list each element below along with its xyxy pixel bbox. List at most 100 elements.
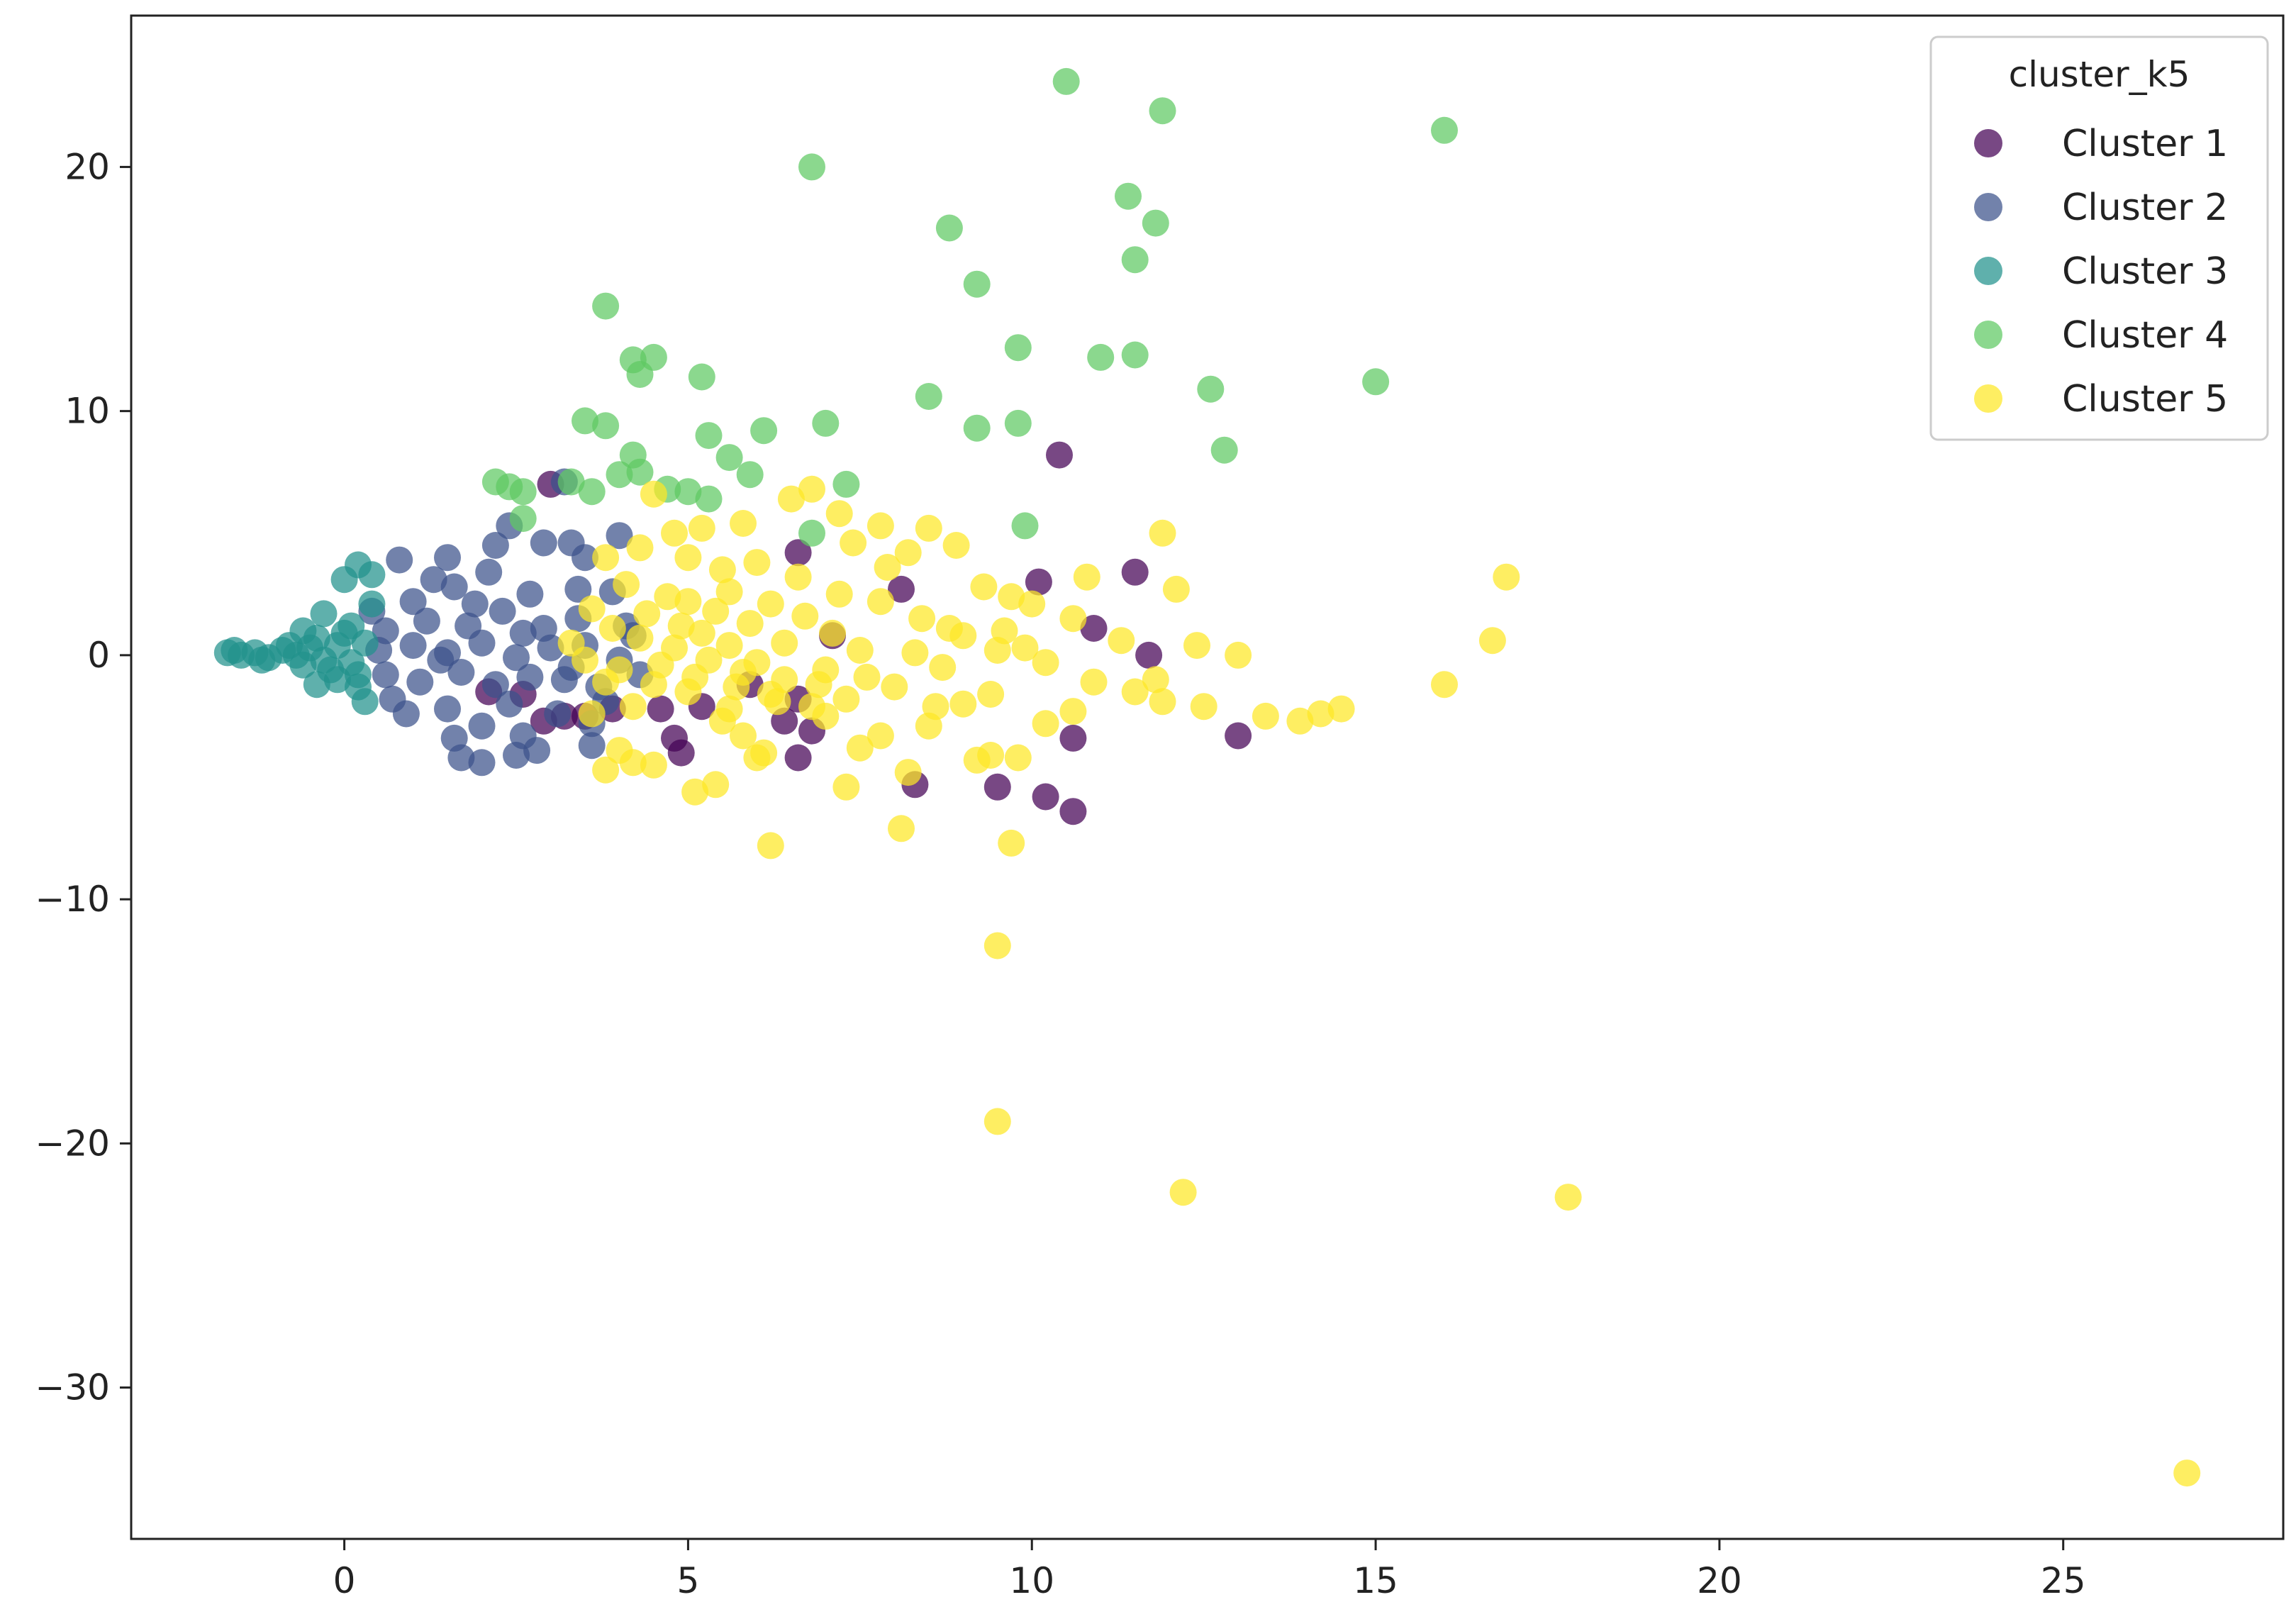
data-point	[1108, 627, 1135, 655]
data-point	[578, 478, 606, 506]
data-point	[1011, 512, 1039, 540]
data-point	[523, 737, 551, 764]
data-point	[681, 663, 709, 691]
data-point	[798, 519, 825, 547]
data-point	[557, 468, 585, 496]
data-point	[496, 690, 523, 718]
data-point	[798, 475, 825, 503]
y-tick-label: 0	[87, 635, 110, 676]
data-point	[661, 724, 688, 752]
data-point	[572, 407, 598, 435]
data-point	[1149, 688, 1176, 716]
data-point	[578, 700, 606, 728]
data-point	[840, 529, 867, 557]
data-point	[1431, 671, 1458, 699]
data-point	[606, 461, 633, 489]
data-point	[784, 539, 812, 567]
data-point	[983, 932, 1011, 960]
data-point	[379, 685, 406, 713]
data-point	[1087, 343, 1115, 371]
data-point	[695, 422, 723, 450]
data-point	[1025, 568, 1052, 596]
data-point	[942, 532, 970, 559]
data-point	[1059, 798, 1087, 825]
legend-label: Cluster 2	[2062, 187, 2228, 229]
data-point	[750, 417, 778, 445]
data-point	[530, 529, 557, 557]
data-point	[578, 732, 606, 760]
data-point	[468, 749, 496, 777]
data-point	[303, 671, 330, 699]
data-point	[771, 629, 798, 657]
legend-title: cluster_k5	[2009, 54, 2190, 95]
data-point	[578, 595, 606, 623]
data-point	[743, 549, 771, 577]
data-point	[977, 681, 1005, 708]
x-axis: 0 5 10 15 20 25	[333, 1539, 2086, 1601]
data-point	[1011, 634, 1039, 662]
data-point	[805, 671, 832, 699]
data-point	[461, 590, 489, 618]
x-tick-label: 5	[677, 1560, 700, 1601]
data-point	[915, 712, 942, 740]
data-point	[730, 510, 757, 537]
plot-frame	[130, 14, 2285, 1540]
data-point	[757, 590, 784, 618]
data-point	[688, 363, 715, 391]
data-point	[592, 412, 620, 440]
x-tick-label: 25	[2041, 1560, 2086, 1601]
data-point	[881, 673, 908, 701]
data-point	[468, 712, 496, 740]
data-point	[509, 478, 537, 506]
data-point	[888, 815, 915, 842]
legend-label: Cluster 1	[2062, 123, 2228, 165]
data-point	[1080, 668, 1108, 696]
data-point	[998, 583, 1025, 611]
data-point	[633, 600, 661, 628]
data-point	[516, 663, 544, 691]
data-point	[358, 561, 386, 589]
data-point	[626, 534, 654, 562]
data-point	[874, 554, 901, 581]
data-point	[1018, 590, 1046, 618]
data-point	[289, 617, 317, 645]
data-point	[1046, 441, 1073, 469]
data-point	[1286, 707, 1314, 735]
data-point	[1032, 649, 1059, 677]
data-point	[736, 461, 764, 489]
data-point	[784, 563, 812, 591]
data-point	[667, 612, 695, 640]
y-tick-label: 20	[65, 146, 110, 187]
x-tick-label: 15	[1353, 1560, 1398, 1601]
y-tick-label: 10	[65, 391, 110, 432]
data-point	[1183, 632, 1210, 660]
data-point	[777, 485, 805, 513]
data-point	[1149, 519, 1176, 547]
data-point	[647, 695, 674, 723]
data-point	[640, 480, 667, 508]
data-point	[935, 214, 963, 242]
data-point	[888, 575, 915, 603]
data-point	[708, 556, 736, 584]
data-point	[503, 644, 530, 672]
data-point	[509, 505, 537, 533]
legend-box	[1929, 35, 2269, 441]
data-point	[825, 500, 853, 528]
data-point	[606, 522, 633, 550]
data-point	[592, 668, 620, 696]
data-point	[613, 571, 640, 599]
data-point	[983, 773, 1011, 801]
data-point	[771, 666, 798, 694]
data-point	[1004, 334, 1032, 362]
data-point	[1032, 710, 1059, 738]
data-point	[345, 673, 372, 701]
data-point	[626, 458, 654, 486]
legend-label: Cluster 4	[2062, 314, 2228, 357]
data-point	[702, 597, 730, 625]
data-point	[1004, 409, 1032, 437]
data-point	[1478, 627, 1506, 655]
data-point	[1362, 368, 1390, 396]
data-point	[413, 607, 440, 635]
